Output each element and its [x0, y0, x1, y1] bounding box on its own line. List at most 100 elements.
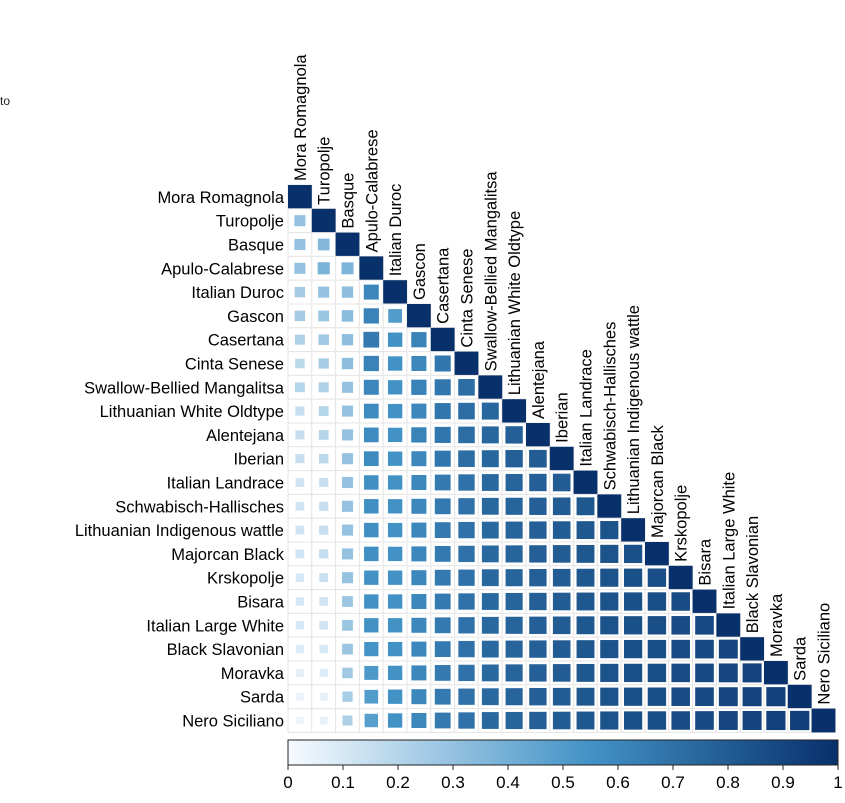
row-label: Bisara	[237, 594, 285, 612]
heatmap-cell	[716, 613, 741, 638]
heatmap-cell	[319, 620, 329, 630]
heatmap-cell	[526, 423, 550, 447]
heatmap-cell	[434, 426, 451, 443]
heatmap-cell	[458, 379, 475, 396]
heatmap-cell	[481, 474, 499, 491]
column-label: Nero Siciliano	[816, 603, 834, 705]
heatmap-cell	[294, 286, 306, 298]
heatmap-cell	[552, 521, 571, 539]
heatmap-cell	[318, 334, 329, 345]
colorbar-gradient	[287, 739, 839, 766]
heatmap-cell	[695, 615, 714, 635]
heatmap-cell	[411, 379, 427, 395]
heatmap-cell	[764, 661, 788, 685]
heatmap-cell	[319, 549, 329, 559]
heatmap-cell	[623, 568, 643, 587]
heatmap-cell	[505, 569, 523, 587]
heatmap-cell	[364, 499, 379, 514]
heatmap-cell	[318, 310, 330, 322]
heatmap-cell	[342, 715, 353, 726]
heatmap-cell	[766, 687, 786, 707]
heatmap-cell	[600, 592, 619, 611]
heatmap-cell	[387, 403, 403, 419]
heatmap-cell	[647, 616, 667, 635]
column-label: Italian Duroc	[387, 184, 405, 277]
heatmap-cell	[576, 544, 595, 563]
row-labels: Mora Romagnola Turopolje Basque Apulo-Calab…	[75, 189, 285, 731]
heatmap-cell	[552, 616, 571, 635]
heatmap-cell	[434, 641, 451, 657]
heatmap-cell	[387, 380, 403, 395]
colorbar-tick-label: 0.8	[716, 773, 740, 792]
heatmap-cell	[621, 518, 645, 542]
heatmap-cell	[294, 262, 306, 274]
column-label: Italian Landrace	[578, 349, 596, 466]
heatmap-cell	[342, 691, 353, 702]
heatmap-cell	[623, 639, 643, 659]
heatmap-cell	[295, 668, 304, 677]
heatmap-cell	[505, 616, 523, 634]
heatmap-cell	[668, 565, 693, 590]
heatmap-cell	[411, 356, 427, 371]
heatmap-cell	[552, 497, 571, 516]
heatmap-cell	[529, 711, 547, 730]
heatmap-cell	[434, 712, 451, 729]
heatmap-cell	[790, 710, 810, 731]
heatmap-cell	[529, 688, 547, 706]
row-label: Lithuanian Indigenous wattle	[75, 522, 284, 540]
heatmap-cell	[529, 473, 547, 492]
heatmap-cell	[318, 453, 329, 464]
heatmap-cell	[529, 640, 547, 658]
heatmap-cell	[434, 403, 451, 420]
heatmap-cell	[505, 426, 523, 444]
heatmap-cell	[597, 494, 622, 519]
column-label: Casertana	[435, 247, 453, 324]
heatmap-cell	[458, 450, 475, 467]
heatmap-cell	[341, 453, 354, 465]
heatmap-cell	[341, 286, 354, 298]
heatmap-cell	[740, 637, 764, 661]
colorbar-tick-label: 1	[833, 773, 842, 792]
heatmap-cell	[600, 687, 619, 706]
heatmap-cell	[742, 710, 762, 731]
heatmap-cell	[411, 332, 427, 348]
heatmap-cell	[576, 711, 595, 730]
heatmap-cell	[552, 664, 571, 682]
heatmap-cell	[319, 716, 328, 725]
heatmap-cell	[600, 568, 619, 587]
heatmap-cell	[294, 215, 306, 227]
heatmap-cell	[576, 497, 595, 516]
heatmap-cell	[411, 641, 427, 657]
heatmap-cell	[458, 688, 475, 705]
colorbar-ticks: 0 0.1 0.2 0.3 0.4 0.5 0.6 0.7 0.8 0.9 1	[283, 765, 843, 792]
heatmap-cell	[363, 451, 379, 467]
heatmap-cell	[552, 711, 571, 730]
heatmap-cell	[319, 501, 329, 511]
heatmap-cell	[319, 668, 328, 677]
heatmap-cell	[319, 525, 329, 535]
heatmap-cell	[341, 405, 354, 417]
heatmap-cell	[811, 708, 836, 733]
heatmap-cell	[434, 498, 451, 515]
colorbar	[287, 739, 839, 766]
heatmap-cell	[364, 642, 379, 657]
colorbar-tick-label: 0.3	[441, 773, 465, 792]
heatmap-cell	[335, 232, 360, 257]
heatmap-cell	[342, 667, 353, 679]
heatmap-cell	[364, 594, 379, 609]
heatmap-cell	[342, 619, 353, 631]
heatmap-cell	[576, 640, 595, 659]
heatmap-cell	[742, 663, 762, 683]
heatmap-cell	[411, 522, 427, 538]
heatmap-cell	[364, 475, 379, 490]
heatmap-cell	[319, 597, 329, 606]
heatmap-cell	[454, 351, 479, 376]
heatmap-cell	[600, 521, 619, 540]
heatmap-cell	[529, 449, 547, 468]
heatmap-cell	[481, 545, 499, 563]
heatmap-cell	[576, 663, 595, 682]
heatmap-cell	[552, 473, 571, 492]
heatmap-cell	[434, 474, 451, 491]
heatmap-cell	[341, 334, 354, 346]
heatmap-cell	[363, 403, 379, 419]
